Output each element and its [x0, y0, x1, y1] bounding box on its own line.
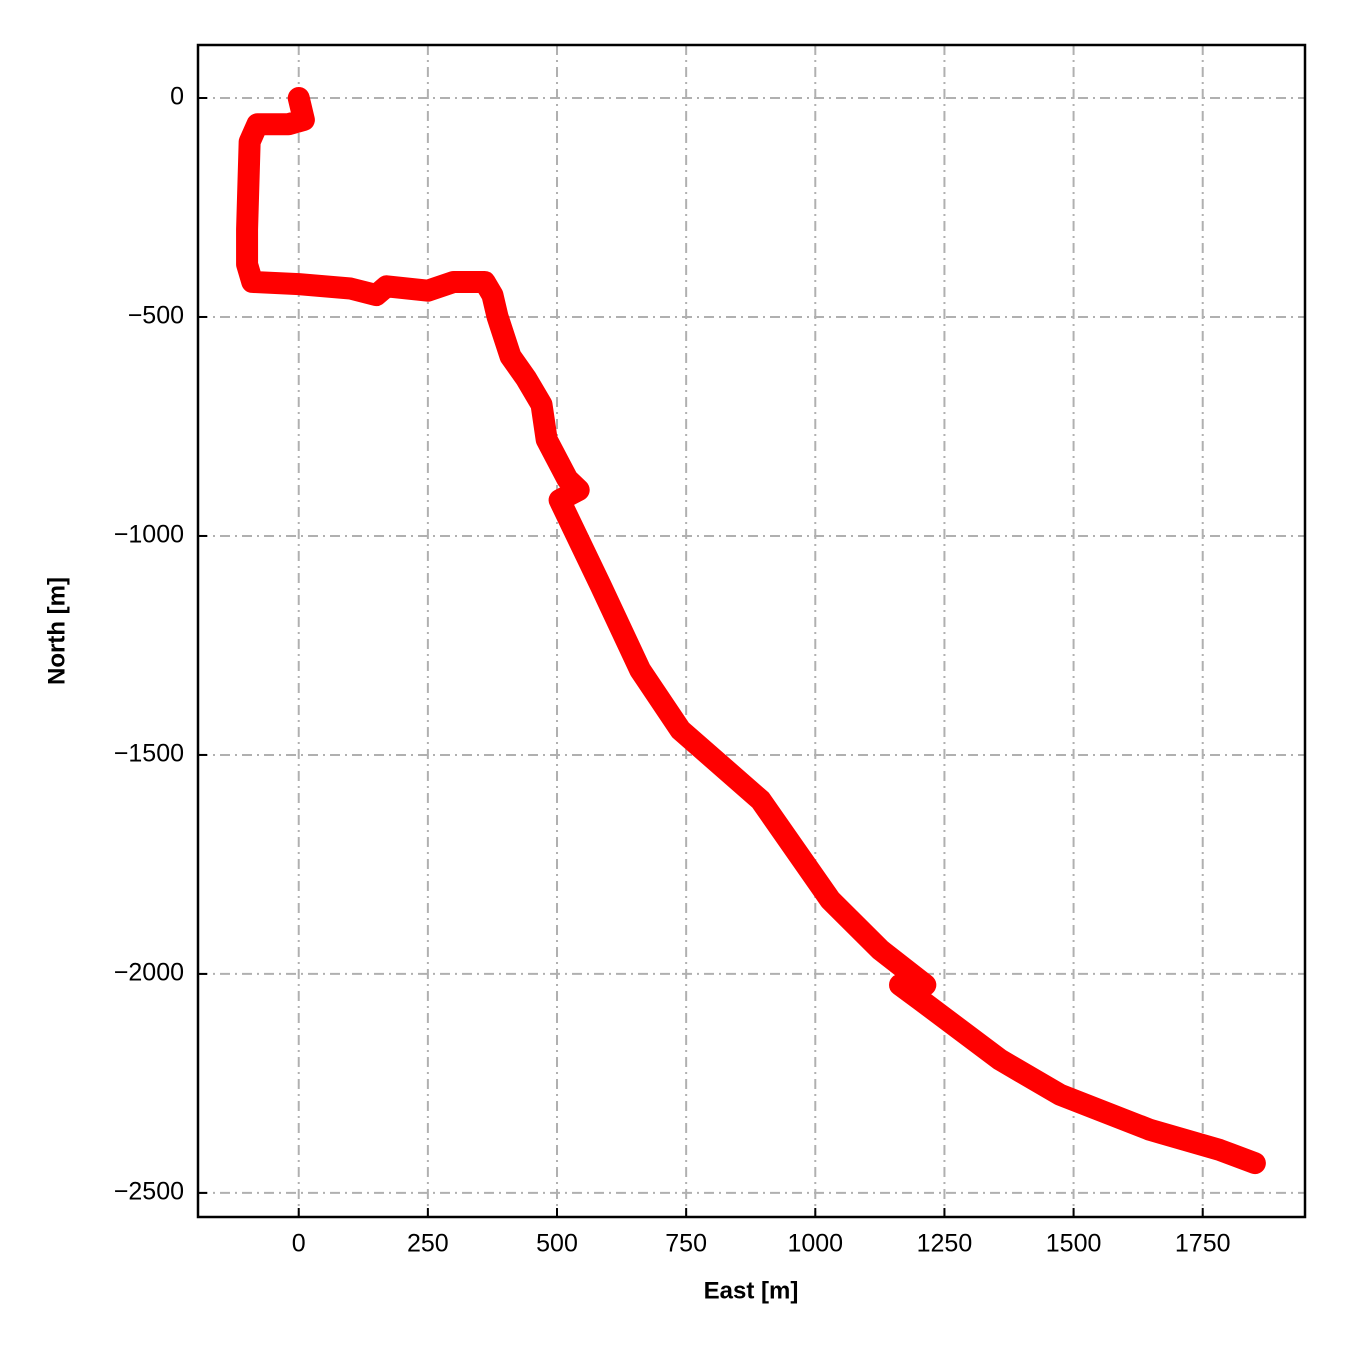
plot-frame [196, 43, 1307, 1219]
y-tick-label: −1000 [114, 521, 184, 549]
y-tick-label: −2500 [114, 1178, 184, 1206]
trajectory-line [236, 86, 1266, 1175]
x-tick-label: 750 [665, 1230, 707, 1258]
x-tick-label: 1000 [787, 1230, 843, 1258]
x-tick-label: 1250 [917, 1230, 973, 1258]
x-tick-label: 0 [292, 1230, 306, 1258]
x-tick-label: 500 [536, 1230, 578, 1258]
x-tick-label: 1750 [1175, 1230, 1231, 1258]
x-axis-label: East [m] [704, 1277, 799, 1304]
y-tick-label: −2000 [114, 959, 184, 987]
y-tick-label: −500 [128, 302, 184, 330]
y-axis-label: North [m] [43, 577, 70, 685]
x-tick-label: 1500 [1046, 1230, 1102, 1258]
x-tick-label: 250 [407, 1230, 449, 1258]
y-tick-label: −1500 [114, 740, 184, 768]
y-tick-label: 0 [170, 83, 184, 111]
